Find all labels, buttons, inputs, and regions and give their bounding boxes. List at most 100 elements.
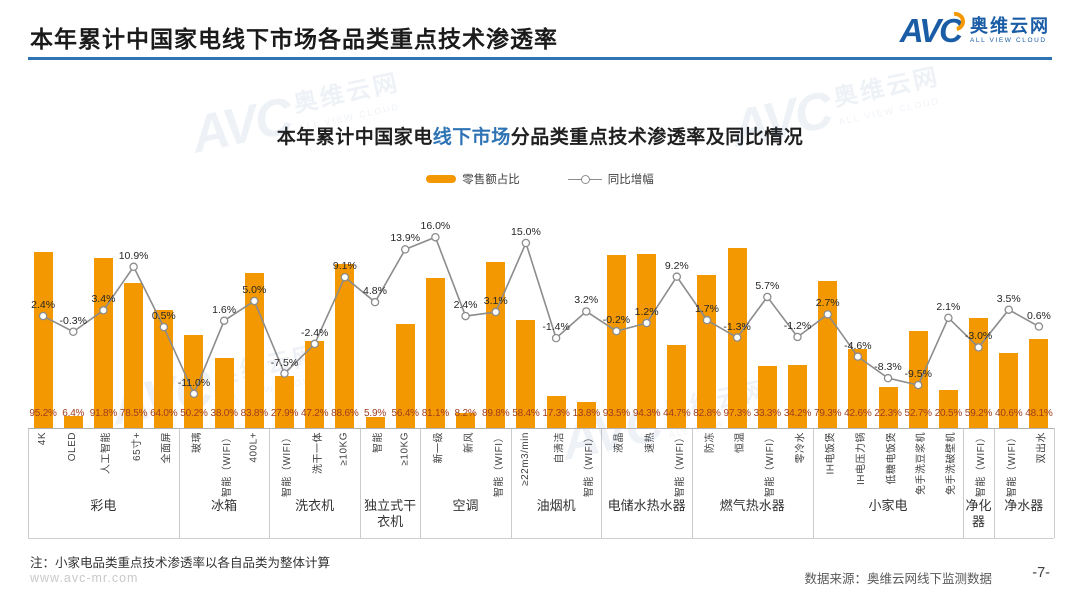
trend-point [1034, 322, 1044, 331]
bar-value-label: 6.4% [62, 408, 85, 419]
bar [275, 376, 294, 428]
yoy-value-label: -9.5% [904, 368, 932, 381]
trend-point [551, 333, 561, 343]
bar-value-label: 59.2% [964, 408, 993, 419]
yoy-value-label: -2.4% [300, 326, 329, 339]
bar [486, 261, 506, 428]
trend-point [763, 292, 772, 302]
bar [33, 251, 53, 428]
bar-value-label: 52.7% [904, 408, 933, 419]
trend-point [612, 326, 621, 336]
yoy-value-label: 3.4% [91, 293, 116, 306]
group-separator [1054, 428, 1055, 538]
yoy-value-label: -1.4% [542, 321, 570, 334]
bar [425, 277, 445, 428]
trend-point [823, 310, 832, 319]
trend-point [310, 339, 319, 349]
yoy-value-label: 0.6% [1026, 309, 1051, 322]
yoy-value-label: -0.3% [59, 314, 87, 327]
bar-value-label: 83.8% [240, 408, 269, 419]
group-separator [601, 428, 603, 538]
trend-point [99, 306, 108, 315]
trend-point [853, 352, 863, 361]
yoy-value-label: 15.0% [511, 226, 541, 238]
bar [757, 366, 777, 428]
yoy-value-label: 1.7% [695, 303, 719, 316]
bar-value-label: 50.2% [180, 408, 208, 419]
trend-point [370, 297, 380, 307]
yoy-value-label: 9.1% [332, 260, 357, 273]
group-separator [963, 428, 965, 538]
bar [184, 335, 204, 428]
bar [305, 340, 325, 428]
group-label: 燃气热水器 [719, 498, 785, 513]
trend-point [461, 311, 470, 321]
trend-point [280, 369, 289, 378]
group-label: 独立式干衣机 [364, 498, 417, 530]
group-label: 净化器 [965, 498, 992, 530]
trend-point [400, 245, 410, 254]
bar-value-label: 20.5% [934, 408, 963, 419]
group-separator [812, 428, 814, 538]
chart-title-highlight: 线下市场 [432, 127, 511, 148]
bar-value-label: 64.0% [150, 408, 178, 419]
group-label: 油烟机 [536, 498, 576, 513]
bar [456, 412, 476, 428]
trend-point [702, 315, 712, 325]
yoy-value-label: 1.2% [634, 306, 659, 319]
yoy-value-label: -4.6% [844, 339, 872, 352]
bar [63, 416, 83, 428]
avc-watermark-cn: 奥维云网 [831, 63, 943, 112]
bar [969, 318, 989, 428]
avc-logo-cn: 奥维云网 [970, 16, 1050, 37]
line-swatch-icon [567, 174, 602, 184]
group-label: 电储水热水器 [607, 498, 686, 513]
trend-point [129, 262, 138, 272]
group-separator [420, 428, 422, 538]
bar-value-label: 94.3% [632, 408, 661, 419]
trend-point [642, 318, 651, 328]
group-label: 彩电 [90, 498, 117, 513]
footnote: 注：小家电品类重点技术渗透率以各自品类为整体计算 [30, 556, 331, 570]
bar-value-label: 82.8% [693, 408, 721, 419]
trend-line [38, 232, 1044, 399]
x-axis-line [28, 428, 1054, 429]
website-url: www.avc-mr.com [30, 571, 139, 585]
yoy-value-label: -11.0% [177, 376, 211, 389]
page-number: -7- [1032, 565, 1050, 581]
avc-logo-name: 奥维云网 ALL VIEW CLOUD [970, 16, 1050, 44]
trend-point [250, 296, 259, 306]
bar [365, 417, 385, 428]
yoy-value-label: -8.3% [874, 361, 902, 374]
chart-title-pre: 本年累计中国家电 [276, 127, 433, 148]
avc-logo: AVC 奥维云网 ALL VIEW CLOUD [899, 8, 1050, 49]
bar-value-label: 58.4% [512, 408, 540, 419]
avc-logo-text: AVC [899, 12, 963, 49]
avc-logo-en: ALL VIEW CLOUD [970, 36, 1047, 44]
bar [637, 253, 657, 428]
bar-value-label: 13.8% [572, 408, 601, 419]
bar-value-label: 40.6% [995, 408, 1023, 419]
trend-point [944, 313, 953, 323]
trend-point [793, 332, 802, 342]
yoy-value-label: -0.2% [602, 314, 631, 327]
data-source: 数据来源：奥维云网线下监测数据 [804, 572, 992, 586]
yoy-value-label: 2.4% [31, 299, 56, 312]
bar-value-label: 47.2% [300, 408, 329, 419]
yoy-value-label: 3.1% [483, 295, 508, 308]
bar [606, 255, 626, 428]
yoy-value-label: 13.9% [390, 232, 421, 245]
chart-legend: 零售额占比 同比增幅 [0, 171, 1080, 187]
bar-value-label: 78.5% [119, 408, 148, 419]
bar-value-label: 88.6% [331, 408, 359, 419]
bar [93, 258, 113, 428]
bar [788, 364, 807, 428]
group-separator [510, 428, 512, 538]
yoy-value-label: -3.0% [964, 330, 993, 343]
bar-value-label: 42.6% [844, 408, 872, 419]
bar-value-label: 38.0% [210, 408, 238, 419]
group-separator [691, 428, 693, 538]
trend-point [521, 238, 531, 248]
category-band-bottom-line [28, 538, 1054, 539]
